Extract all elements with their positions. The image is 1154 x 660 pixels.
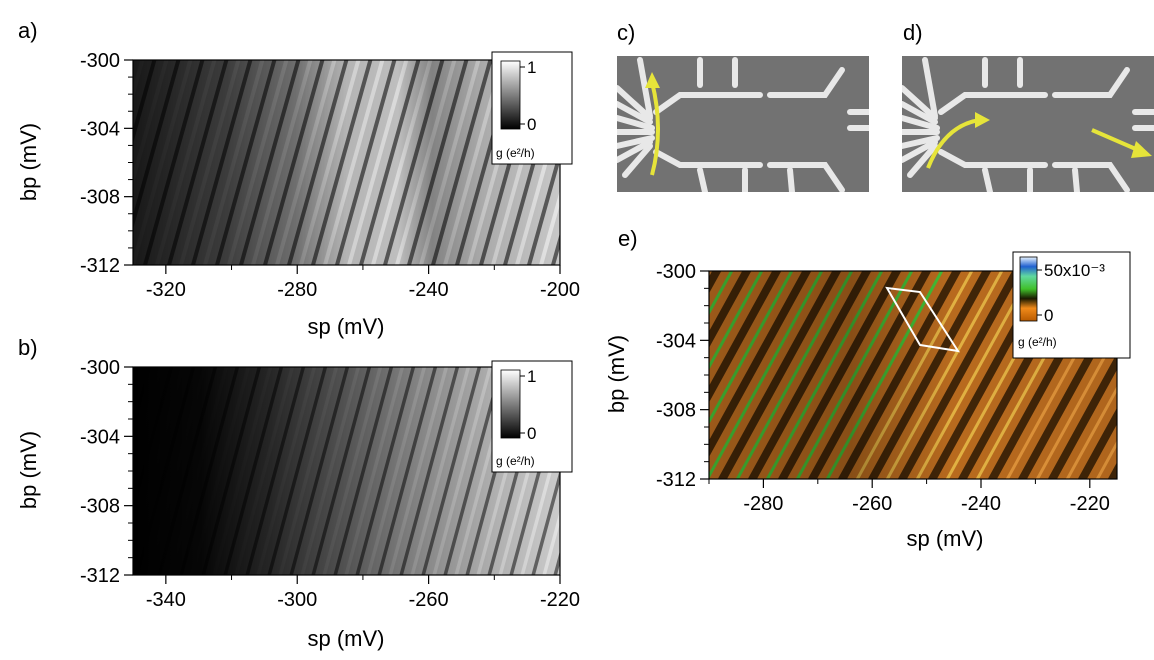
x-tick-label: -280 — [277, 279, 317, 301]
y-tick-label: -300 — [80, 50, 120, 72]
y-axis-label-a: bp (mV) — [16, 123, 41, 201]
colorbar-a-unit: g (e²/h) — [496, 146, 535, 160]
panel-label-d: d) — [903, 20, 923, 45]
axes-e: -280 -260 -240 -220 -300 -304 -308 -312 — [656, 261, 1110, 515]
gate-electrodes-d — [902, 57, 1154, 192]
y-tick-label: -304 — [80, 118, 120, 140]
arrow-icon-c — [650, 81, 660, 176]
panel-label-b: b) — [18, 335, 38, 360]
device-image-c — [617, 56, 869, 192]
colorbar-b-min: 0 — [527, 424, 536, 443]
y-tick-label: -312 — [80, 255, 120, 277]
panel-b: b) -340 -300 -260 -220 -300 -304 -308 -312 sp (… — [16, 335, 580, 651]
x-axis-label-e: sp (mV) — [907, 526, 984, 551]
device-image-d — [902, 56, 1154, 192]
arrow-icon-d-left — [926, 118, 981, 169]
arrowhead-icon-d-right — [1131, 141, 1152, 158]
x-tick-label: -200 — [540, 279, 580, 301]
heatmap-a — [36, 55, 624, 270]
resonance-line — [1140, 266, 1154, 484]
arrowhead-icon-c — [645, 72, 660, 88]
colorbar-e-min: 0 — [1044, 306, 1053, 325]
axes-a: -320 -280 -240 -200 -300 -304 -308 -312 — [80, 50, 580, 301]
y-axis-label-e: bp (mV) — [604, 335, 629, 413]
colorbar-b-max: 1 — [527, 367, 536, 386]
y-tick-label: -312 — [656, 469, 696, 491]
x-axis-label-a: sp (mV) — [308, 314, 385, 339]
x-tick-label: -340 — [146, 589, 186, 611]
x-tick-label: -220 — [1070, 493, 1110, 515]
y-tick-label: -308 — [80, 187, 120, 209]
y-tick-label: -308 — [80, 496, 120, 518]
panel-c: c) — [617, 20, 869, 192]
resonance-line — [48, 55, 108, 270]
x-axis-label-b: sp (mV) — [308, 626, 385, 651]
x-tick-label: -260 — [852, 493, 892, 515]
colorbar-e: 50x10⁻³ 0 g (e²/h) — [1012, 251, 1131, 359]
panel-e: e) -280 -260 -240 -220 -300 -304 -308 -312 sp (… — [570, 226, 1154, 551]
y-tick-label: -304 — [656, 330, 696, 352]
y-tick-label: -308 — [656, 400, 696, 422]
y-tick-label: -304 — [80, 426, 120, 448]
arrow-icon-d-right — [1091, 128, 1139, 152]
x-tick-label: -240 — [409, 279, 449, 301]
colorbar-a-max: 1 — [527, 58, 536, 77]
colorbar-a-min: 0 — [527, 115, 536, 134]
x-tick-label: -280 — [743, 493, 783, 515]
panel-label-e: e) — [618, 226, 638, 251]
colorbar-e-unit: g (e²/h) — [1018, 335, 1057, 349]
panel-label-c: c) — [617, 20, 635, 45]
diamond-outline — [885, 286, 961, 353]
resonance-line — [48, 362, 107, 580]
resonance-line — [37, 362, 96, 580]
resonance-line — [564, 55, 624, 270]
y-tick-label: -300 — [656, 261, 696, 283]
resonance-line — [70, 362, 129, 580]
x-tick-label: -320 — [146, 279, 186, 301]
panel-d: d) — [902, 20, 1154, 192]
resonance-line — [60, 55, 120, 270]
x-tick-label: -260 — [409, 589, 449, 611]
y-tick-label: -300 — [80, 357, 120, 379]
resonance-line — [72, 55, 132, 270]
colorbar-b: 1 0 g (e²/h) — [491, 360, 573, 473]
panel-label-a: a) — [18, 18, 38, 43]
y-tick-label: -312 — [80, 565, 120, 587]
colorbar-e-max: 50x10⁻³ — [1044, 261, 1105, 280]
arrowhead-icon-d-left — [975, 112, 990, 128]
resonance-line — [585, 266, 705, 484]
colorbar-a: 1 0 g (e²/h) — [491, 51, 573, 165]
panel-a: a) -320 -280 -240 -200 -300 -304 -308 -312 sp (… — [16, 18, 624, 339]
x-tick-label: -220 — [540, 589, 580, 611]
x-tick-label: -240 — [961, 493, 1001, 515]
x-tick-label: -300 — [277, 589, 317, 611]
gate-electrodes-c — [617, 57, 869, 192]
y-axis-label-b: bp (mV) — [16, 431, 41, 509]
colorbar-b-unit: g (e²/h) — [496, 454, 535, 468]
resonance-line — [36, 55, 96, 270]
resonance-line — [59, 362, 118, 580]
resonance-line — [570, 266, 690, 484]
axes-b: -340 -300 -260 -220 -300 -304 -308 -312 — [80, 357, 580, 611]
